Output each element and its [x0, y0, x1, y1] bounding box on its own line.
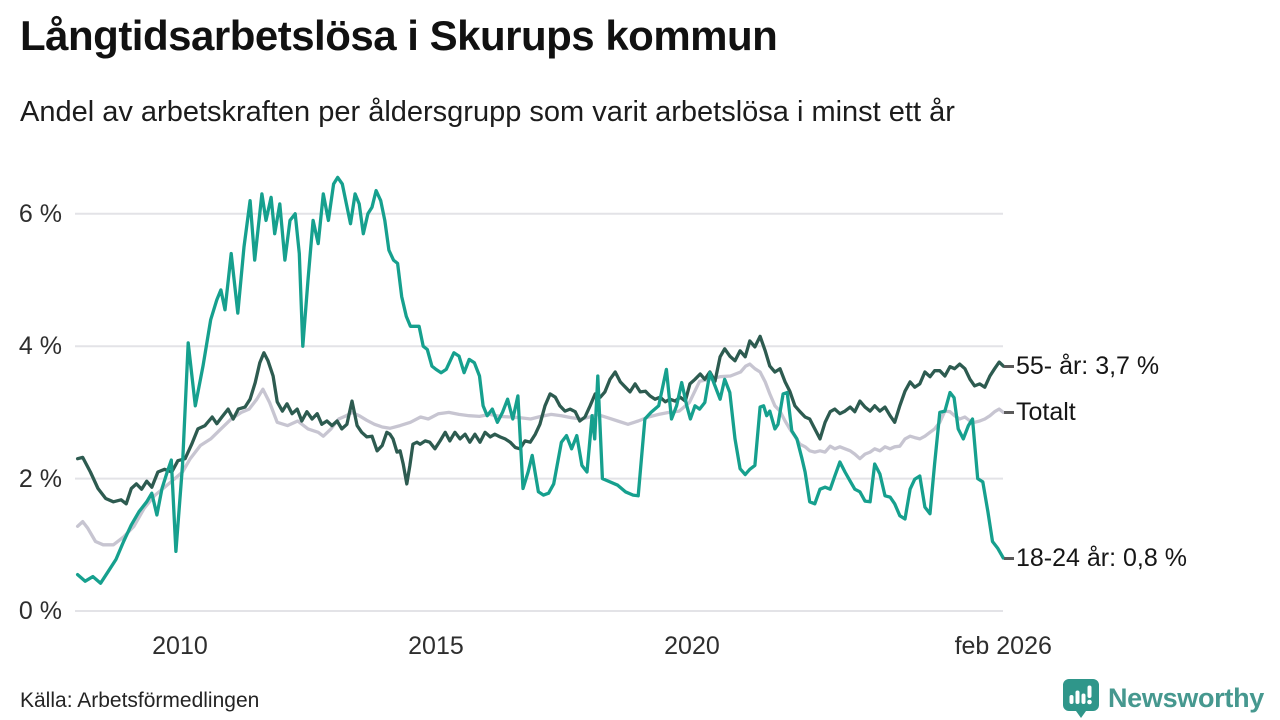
series-line-18-24-r — [75, 175, 1005, 585]
x-axis-tick-label: 2010 — [152, 632, 208, 660]
series-end-label-text: 18-24 år: 0,8 % — [1016, 544, 1187, 573]
series-end-label-text: Totalt — [1016, 398, 1076, 427]
series-end-label-totalt: Totalt — [1004, 397, 1076, 427]
y-axis-tick-label: 0 % — [18, 597, 62, 625]
series-end-label-18-24-ar: 18-24 år: 0,8 % — [1004, 543, 1187, 573]
newsworthy-brand: Newsworthy — [1062, 678, 1264, 719]
series-line-55-r — [75, 334, 1005, 506]
page-subtitle: Andel av arbetskraften per åldersgrupp s… — [20, 96, 955, 128]
series-end-label-55-ar: 55- år: 3,7 % — [1004, 351, 1159, 381]
series-end-label-text: 55- år: 3,7 % — [1016, 352, 1160, 381]
newsworthy-logo-icon — [1062, 679, 1099, 718]
series-line-totalt — [75, 362, 1005, 547]
newsworthy-brand-text: Newsworthy — [1107, 683, 1264, 713]
x-axis-tick-label: 2020 — [664, 632, 720, 660]
page-title: Långtidsarbetslösa i Skurups kommun — [20, 12, 778, 59]
label-tick-dash — [1004, 364, 1014, 368]
label-tick-dash — [1004, 410, 1014, 414]
x-axis-tick-label: feb 2026 — [954, 632, 1052, 660]
y-axis-tick-label: 2 % — [18, 464, 62, 493]
y-axis-tick-label: 6 % — [18, 199, 62, 228]
y-axis-tick-label: 4 % — [18, 332, 62, 361]
x-axis-tick-label: 2015 — [408, 632, 464, 660]
source-note: Källa: Arbetsförmedlingen — [20, 689, 260, 712]
label-tick-dash — [1004, 556, 1014, 560]
